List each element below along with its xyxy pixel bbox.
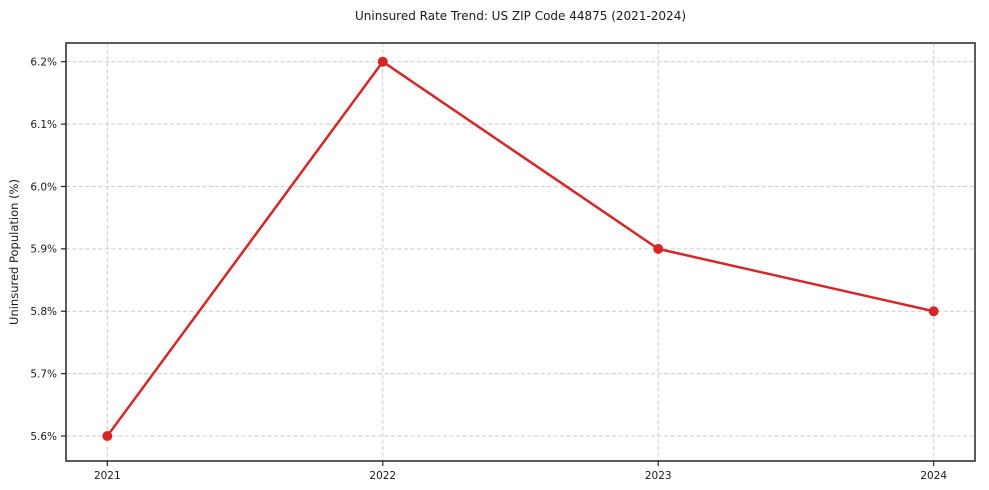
y-tick-label: 6.2%	[30, 57, 57, 69]
x-tick-label: 2022	[369, 470, 396, 482]
y-tick-label: 6.1%	[30, 119, 57, 131]
y-tick-label: 5.9%	[30, 244, 57, 256]
y-axis-label: Uninsured Population (%)	[7, 179, 21, 325]
y-tick-label: 5.8%	[30, 306, 57, 318]
y-tick-label: 5.7%	[30, 368, 57, 380]
x-tick-label: 2023	[645, 470, 672, 482]
y-tick-label: 6.0%	[30, 181, 57, 193]
y-tick-label: 5.6%	[30, 431, 57, 443]
x-tick-label: 2021	[94, 470, 121, 482]
x-tick-label: 2024	[920, 470, 947, 482]
data-point	[653, 243, 664, 254]
chart-title: Uninsured Rate Trend: US ZIP Code 44875 …	[354, 9, 687, 23]
data-point	[102, 431, 113, 442]
trend-line	[106, 60, 935, 438]
data-point	[377, 56, 388, 67]
data-point	[928, 306, 939, 317]
axes-border	[65, 42, 976, 462]
